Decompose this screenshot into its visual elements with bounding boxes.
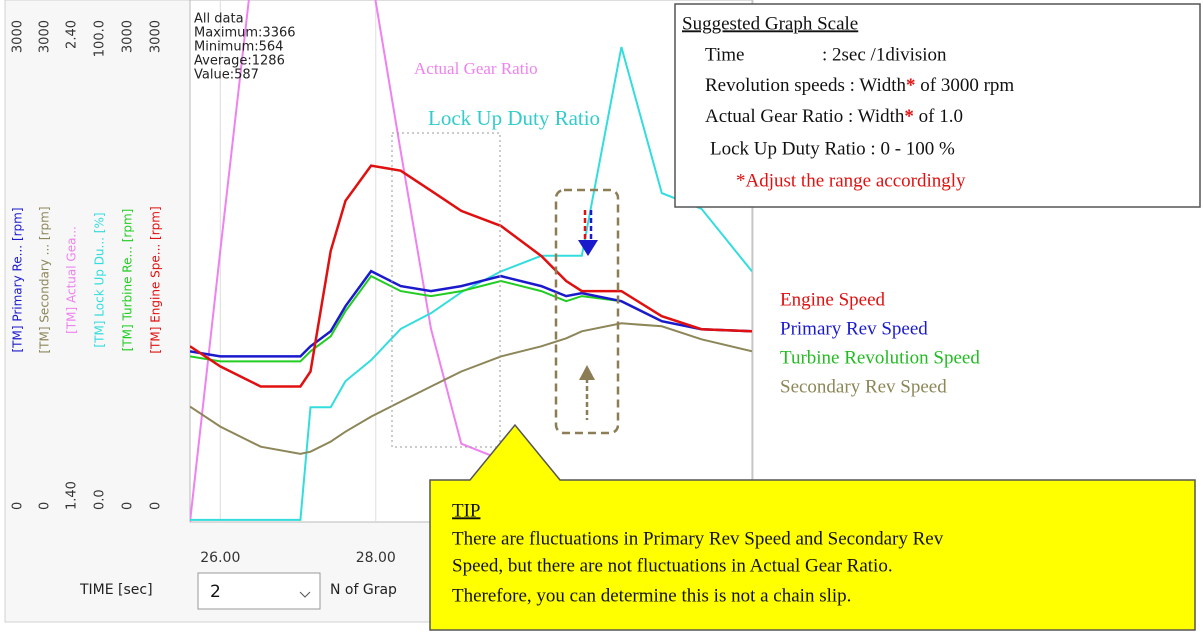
trace bbox=[190, 0, 502, 522]
time-value: 2 bbox=[210, 582, 221, 602]
legend-note: Primary Rev Speed bbox=[780, 318, 928, 339]
time-label: TIME [sec] bbox=[79, 582, 153, 598]
stats-line: Minimum:564 bbox=[194, 40, 283, 55]
y-tick-label: 0 bbox=[38, 502, 53, 510]
trace bbox=[190, 164, 752, 388]
tip-line: Therefore, you can determine this is not… bbox=[452, 585, 851, 606]
scale-line: Revolution speeds : Width* of 3000 rpm bbox=[705, 75, 1014, 96]
stats: All data Maximum:3366 Minimum:564 Averag… bbox=[194, 12, 296, 83]
trace bbox=[190, 322, 752, 455]
y-tick-label: 3000 bbox=[11, 20, 26, 53]
y-tick-label: 2.40 bbox=[65, 20, 80, 49]
axis-label: [TM] Lock Up Du... [%] bbox=[93, 212, 107, 347]
y-tick-label: 0 bbox=[121, 502, 136, 510]
axis-label: [TM] Secondary ... [rpm] bbox=[38, 206, 52, 353]
scale-line: Actual Gear Ratio : Width* of 1.0 bbox=[705, 106, 963, 127]
tip-line: There are fluctuations in Primary Rev Sp… bbox=[452, 528, 944, 549]
scale-text: Suggested Graph Scale Time : 2sec /1divi… bbox=[682, 13, 1014, 191]
axis-label: [TM] Engine Spe... [rpm] bbox=[149, 206, 163, 353]
axes: 26.00 28.00 0 3000 [TM] Primary Re... [rpm] 0… bbox=[11, 20, 396, 566]
y-tick-label: 3000 bbox=[38, 20, 53, 53]
chevron bbox=[299, 591, 311, 598]
scale-title: Suggested Graph Scale bbox=[682, 13, 858, 34]
y-tick-label: 3000 bbox=[121, 20, 136, 53]
grid bbox=[219, 0, 377, 522]
stats-heading: All data bbox=[194, 12, 244, 27]
tip-line: Speed, but there are not fluctuations in… bbox=[452, 555, 893, 576]
time-select[interactable] bbox=[197, 572, 321, 610]
trace bbox=[190, 46, 752, 521]
legend-notes: Engine Speed Primary Rev Speed Turbine Rev… bbox=[780, 289, 980, 397]
y-tick-label: 0 bbox=[11, 502, 26, 510]
plot-area bbox=[189, 0, 753, 523]
annotation: Actual Gear Ratio bbox=[414, 59, 538, 78]
traces bbox=[190, 0, 752, 522]
x-tick-label: 26.00 bbox=[200, 550, 240, 566]
tip-text: TIP There are fluctuations in Primary Re… bbox=[452, 500, 944, 606]
y-tick-label: 1.40 bbox=[65, 481, 80, 510]
arrows bbox=[578, 210, 598, 420]
highlight-box bbox=[554, 188, 620, 435]
annotation: Lock Up Duty Ratio bbox=[428, 106, 600, 130]
tip-callout bbox=[429, 423, 1196, 631]
scale-note: *Adjust the range accordingly bbox=[736, 170, 966, 191]
axis-label: [TM] Actual Gea... bbox=[65, 226, 79, 334]
n-label: N of Grap bbox=[330, 582, 397, 598]
legend-note: Engine Speed bbox=[780, 289, 886, 310]
scale-line: Time bbox=[705, 44, 744, 65]
controls: TIME [sec] 2 N of Grap bbox=[79, 572, 397, 610]
axis-label: [TM] Primary Re... [rpm] bbox=[11, 207, 25, 352]
y-tick-label: 0 bbox=[149, 502, 164, 510]
scale-box bbox=[674, 3, 1201, 208]
legend-note: Turbine Revolution Speed bbox=[780, 347, 980, 368]
scale-line: Lock Up Duty Ratio : 0 - 100 % bbox=[710, 138, 955, 159]
axis-label: [TM] Turbine Re... [rpm] bbox=[121, 209, 135, 352]
stats-line: Value:587 bbox=[194, 68, 259, 83]
scale-line: : 2sec /1division bbox=[822, 44, 947, 65]
y-tick-label: 0.0 bbox=[93, 489, 108, 510]
tip-title: TIP bbox=[452, 500, 481, 521]
stats-line: Maximum:3366 bbox=[194, 26, 296, 41]
legend-note: Secondary Rev Speed bbox=[780, 376, 947, 397]
stats-line: Average:1286 bbox=[194, 54, 285, 69]
highlight-box bbox=[391, 132, 501, 448]
y-tick-label: 100.0 bbox=[93, 20, 108, 57]
trace bbox=[190, 269, 752, 358]
y-tick-label: 3000 bbox=[149, 20, 164, 53]
x-tick-label: 28.00 bbox=[356, 550, 396, 566]
